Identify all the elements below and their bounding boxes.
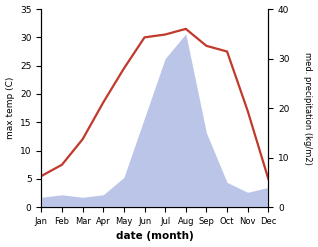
Y-axis label: max temp (C): max temp (C) [5,77,15,139]
Y-axis label: med. precipitation (kg/m2): med. precipitation (kg/m2) [303,52,313,165]
X-axis label: date (month): date (month) [116,231,194,242]
